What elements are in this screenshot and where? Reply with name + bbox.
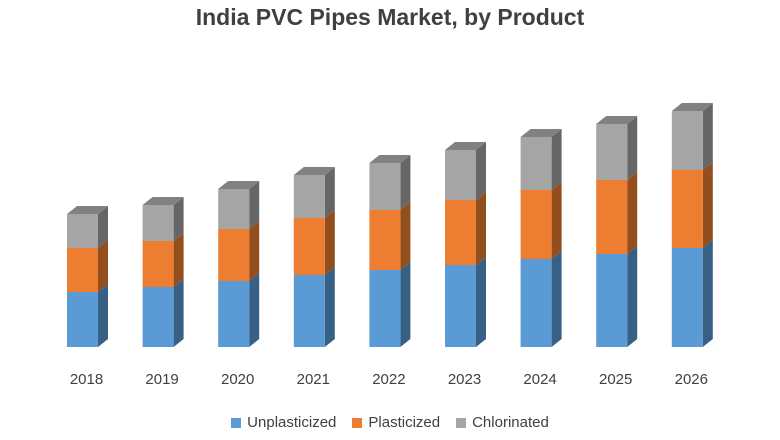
bar-side-unplasticized-2020 bbox=[249, 273, 260, 347]
bar-side-chlorinated-2024 bbox=[551, 129, 562, 190]
bar-chlorinated-2021 bbox=[293, 175, 325, 218]
bar-unplasticized-2026 bbox=[671, 248, 703, 347]
bar-stack-2020 bbox=[218, 181, 260, 347]
bar-side-plasticized-2021 bbox=[324, 210, 335, 275]
bar-top-2026 bbox=[671, 103, 713, 111]
bar-side-plasticized-2026 bbox=[702, 162, 713, 248]
bar-side-chlorinated-2021 bbox=[324, 167, 335, 218]
bar-chlorinated-2026 bbox=[671, 111, 703, 170]
bar-plasticized-2020 bbox=[218, 229, 250, 281]
bar-stack-2019 bbox=[142, 197, 184, 347]
bar-side-chlorinated-2025 bbox=[627, 116, 638, 180]
legend-swatch-unplasticized bbox=[231, 417, 242, 428]
bar-chlorinated-2023 bbox=[445, 150, 476, 200]
bar-chlorinated-2024 bbox=[520, 137, 552, 190]
bar-side-unplasticized-2018 bbox=[98, 284, 108, 347]
bar-side-chlorinated-2020 bbox=[249, 181, 260, 229]
bar-stack-2022 bbox=[369, 155, 411, 347]
bar-top-2020 bbox=[218, 181, 260, 189]
legend-item-chlorinated: Chlorinated bbox=[456, 414, 549, 431]
bar-side-plasticized-2019 bbox=[173, 233, 184, 287]
bar-plasticized-2019 bbox=[142, 241, 174, 287]
bar-top-2024 bbox=[520, 129, 562, 137]
bar-stack-2018 bbox=[67, 206, 108, 347]
legend-label-chlorinated: Chlorinated bbox=[472, 414, 549, 431]
bar-unplasticized-2024 bbox=[520, 259, 552, 347]
bar-side-chlorinated-2018 bbox=[98, 206, 108, 248]
legend-label-unplasticized: Unplasticized bbox=[247, 414, 337, 431]
bar-side-plasticized-2020 bbox=[249, 221, 260, 281]
bar-side-plasticized-2018 bbox=[98, 240, 108, 292]
bar-side-plasticized-2025 bbox=[627, 172, 638, 254]
bar-stack-2023 bbox=[445, 142, 486, 347]
bar-stack-2024 bbox=[520, 129, 562, 347]
bar-side-unplasticized-2021 bbox=[324, 267, 335, 347]
legend-item-unplasticized: Unplasticized bbox=[231, 414, 336, 431]
bar-chlorinated-2019 bbox=[142, 205, 174, 241]
bar-top-2018 bbox=[67, 206, 108, 214]
bar-unplasticized-2021 bbox=[293, 275, 325, 347]
bar-side-chlorinated-2023 bbox=[476, 142, 486, 200]
bar-unplasticized-2018 bbox=[67, 292, 98, 347]
bar-plasticized-2018 bbox=[67, 248, 98, 292]
chart-title: India PVC Pipes Market, by Product bbox=[195, 4, 585, 30]
bar-side-unplasticized-2023 bbox=[476, 257, 486, 347]
bar-chlorinated-2020 bbox=[218, 189, 250, 229]
bar-stack-2026 bbox=[671, 103, 713, 347]
bar-side-plasticized-2023 bbox=[476, 192, 486, 265]
x-tick-label-2018: 2018 bbox=[70, 371, 103, 388]
bar-chlorinated-2018 bbox=[67, 214, 98, 248]
bar-top-2019 bbox=[142, 197, 184, 205]
x-tick-label-2024: 2024 bbox=[523, 371, 556, 388]
x-tick-label-2021: 2021 bbox=[297, 371, 330, 388]
bar-plasticized-2022 bbox=[369, 210, 401, 270]
bar-plasticized-2021 bbox=[293, 218, 325, 275]
bar-side-unplasticized-2022 bbox=[400, 262, 411, 347]
bar-plasticized-2025 bbox=[596, 180, 628, 254]
chart-legend: Unplasticized Plasticized Chlorinated bbox=[0, 414, 780, 431]
bar-plasticized-2024 bbox=[520, 190, 552, 259]
bar-unplasticized-2020 bbox=[218, 281, 250, 347]
legend-label-plasticized: Plasticized bbox=[368, 414, 441, 431]
bar-unplasticized-2022 bbox=[369, 270, 401, 347]
bar-side-chlorinated-2019 bbox=[173, 197, 184, 241]
bar-plasticized-2026 bbox=[671, 170, 703, 248]
bar-unplasticized-2025 bbox=[596, 254, 628, 347]
x-tick-label-2023: 2023 bbox=[448, 371, 481, 388]
bar-chlorinated-2022 bbox=[369, 163, 401, 210]
bar-unplasticized-2019 bbox=[142, 287, 174, 347]
legend-swatch-plasticized bbox=[352, 417, 363, 428]
bar-unplasticized-2023 bbox=[445, 265, 476, 347]
bar-side-unplasticized-2025 bbox=[627, 246, 638, 347]
bar-top-2022 bbox=[369, 155, 411, 163]
bar-side-plasticized-2024 bbox=[551, 182, 562, 259]
bar-top-2021 bbox=[293, 167, 335, 175]
bar-side-chlorinated-2022 bbox=[400, 155, 411, 210]
bar-chlorinated-2025 bbox=[596, 124, 628, 180]
legend-item-plasticized: Plasticized bbox=[352, 414, 440, 431]
x-tick-label-2020: 2020 bbox=[221, 371, 254, 388]
bar-plasticized-2023 bbox=[445, 200, 476, 265]
legend-swatch-chlorinated bbox=[456, 417, 467, 428]
bar-top-2023 bbox=[445, 142, 486, 150]
bar-side-unplasticized-2019 bbox=[173, 279, 184, 347]
bar-side-unplasticized-2026 bbox=[702, 240, 713, 347]
x-tick-label-2022: 2022 bbox=[372, 371, 405, 388]
x-tick-label-2025: 2025 bbox=[599, 371, 632, 388]
x-tick-label-2026: 2026 bbox=[675, 371, 708, 388]
bar-stack-2021 bbox=[293, 167, 335, 347]
bar-stack-2025 bbox=[596, 116, 638, 347]
bar-top-2025 bbox=[596, 116, 638, 124]
x-tick-label-2019: 2019 bbox=[145, 371, 178, 388]
bar-side-chlorinated-2026 bbox=[702, 103, 713, 170]
bar-side-unplasticized-2024 bbox=[551, 251, 562, 347]
bar-side-plasticized-2022 bbox=[400, 202, 411, 270]
